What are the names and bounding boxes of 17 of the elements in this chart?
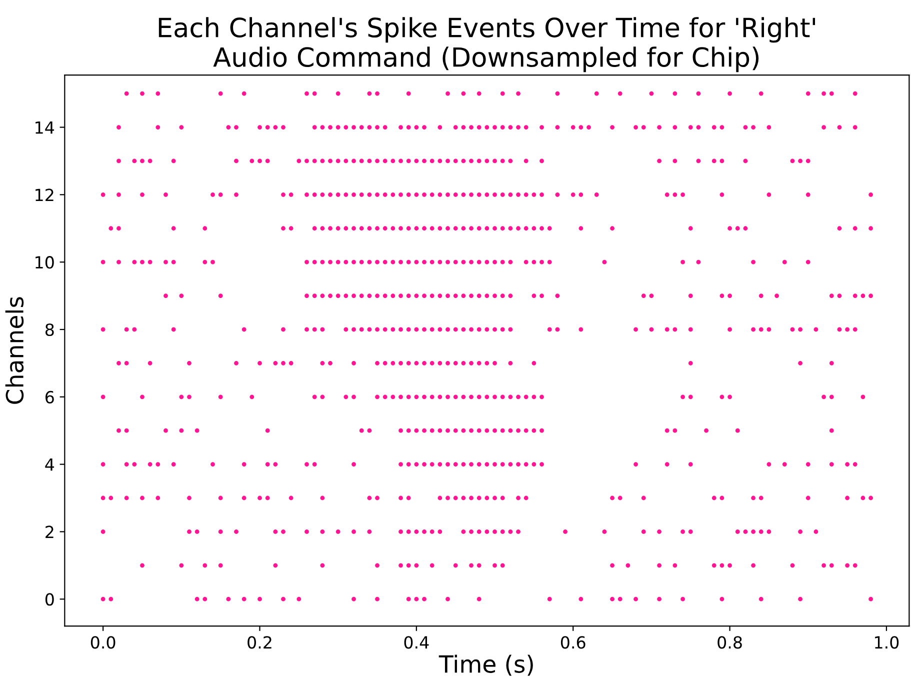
- y-tick-label: 2: [46, 526, 54, 538]
- x-tick-label: 0.0: [90, 636, 116, 649]
- y-tick-label: 12: [36, 188, 54, 201]
- x-tick-label: 0.2: [248, 636, 272, 649]
- y-tick-label: 8: [45, 323, 54, 336]
- x-tick-label: 1.0: [875, 636, 899, 649]
- y-tick-label: 10: [36, 256, 54, 269]
- y-tick-label: 6: [46, 390, 54, 404]
- y-tick-label: 14: [36, 121, 54, 134]
- x-tick-label: 0.6: [560, 636, 586, 649]
- y-tick-label: 4: [45, 458, 54, 471]
- y-axis-title: Channels: [5, 297, 24, 404]
- x-tick-label: 0.4: [404, 636, 429, 649]
- x-axis-title: Time (s): [438, 654, 533, 676]
- y-tick-label: 0: [45, 593, 54, 606]
- chart-title: Each Channel's Spike Events Over Time for 'Right' Audio Command (Downsampled for Chip): [158, 17, 816, 72]
- x-tick-label: 0.8: [718, 636, 742, 649]
